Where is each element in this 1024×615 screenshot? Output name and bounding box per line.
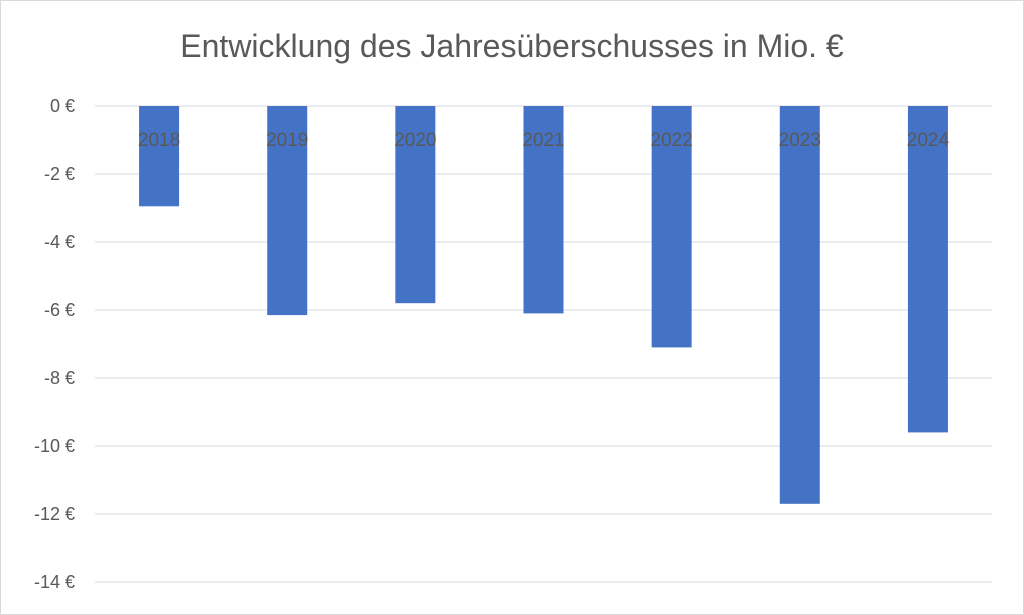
bar: [779, 106, 820, 504]
x-tick-label: 2018: [138, 130, 180, 151]
x-tick-label: 2019: [266, 130, 308, 151]
x-tick-label: 2021: [522, 130, 564, 151]
bar: [907, 106, 948, 433]
y-tick-label: 0 €: [50, 96, 75, 116]
bar: [523, 106, 564, 314]
bar: [395, 106, 436, 304]
y-tick-label: -4 €: [44, 232, 75, 252]
y-tick-label: -6 €: [44, 300, 75, 320]
x-tick-label: 2022: [651, 130, 693, 151]
x-tick-label: 2023: [779, 130, 821, 151]
chart-title: Entwicklung des Jahresüberschusses in Mi…: [180, 28, 844, 64]
y-tick-label: -2 €: [44, 164, 75, 184]
bar: [267, 106, 308, 316]
bar: [139, 106, 180, 207]
y-tick-label: -8 €: [44, 368, 75, 388]
x-tick-label: 2020: [394, 130, 436, 151]
x-tick-label: 2024: [907, 130, 950, 151]
bar: [651, 106, 692, 348]
y-tick-label: -14 €: [34, 572, 75, 592]
y-tick-label: -12 €: [34, 504, 75, 524]
y-tick-label: -10 €: [34, 436, 75, 456]
